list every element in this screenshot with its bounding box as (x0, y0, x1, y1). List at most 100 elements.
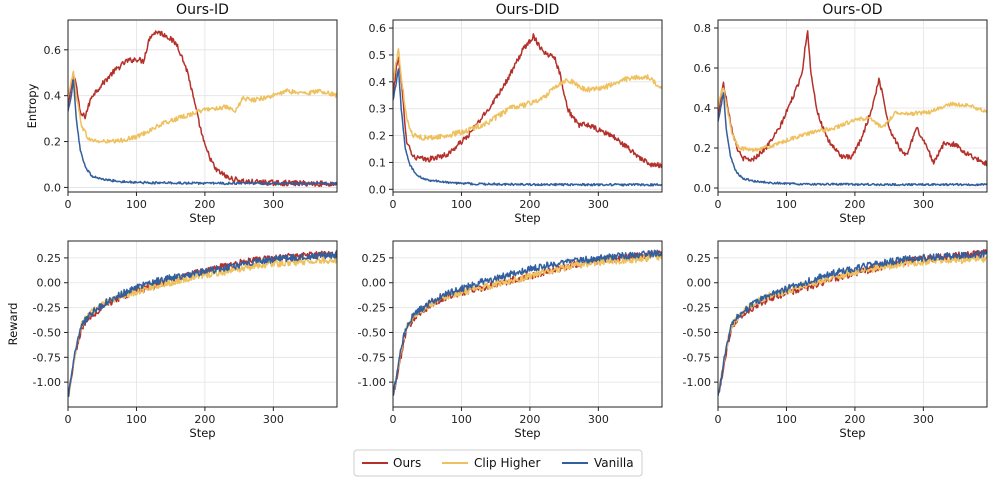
x-tick-label: 100 (126, 198, 147, 211)
panel-reward-ours-id: 0 100 200 300 0.25 0.00 -0.25 -0.50 -0.75 -1.00 St… (6, 240, 338, 440)
y-tick-label: 0.6 (44, 44, 62, 57)
series-line-clip-higher (393, 252, 662, 397)
x-tick-label: 300 (263, 198, 284, 211)
y-tick-label: 0.1 (369, 156, 387, 169)
x-tick-label: 300 (588, 413, 609, 426)
panel-entropy-ours-did: 0 100 200 300 0.0 0.1 0.2 0.3 0.4 0.5 0.6 Step Ours-… (369, 2, 663, 225)
y-tick-label: -1.00 (683, 376, 711, 389)
y-tick-label: -0.50 (33, 326, 61, 339)
series-line-clip-higher (718, 255, 987, 396)
x-tick-label: 0 (390, 413, 397, 426)
x-tick-label: 200 (519, 198, 540, 211)
series-line-clip-higher (718, 87, 987, 153)
series-group (393, 249, 662, 397)
x-tick-label: 0 (65, 198, 72, 211)
y-tick-label: 0.00 (687, 277, 712, 290)
series-line-clip-higher (68, 256, 337, 397)
series-line-vanilla (718, 250, 987, 396)
x-tick-label: 300 (263, 413, 284, 426)
x-tick-label: 100 (776, 413, 797, 426)
panel-entropy-ours-id: 0 100 200 300 0.0 0.2 0.4 0.6 Step Ours-ID Entropy (25, 2, 338, 225)
y-axis-label: Reward (6, 303, 20, 346)
axes-frame (67, 240, 338, 408)
x-tick-label: 100 (776, 198, 797, 211)
y-tick-label: 0.0 (694, 182, 712, 195)
x-tick-label: 300 (913, 198, 934, 211)
y-tick-label: 0.8 (694, 22, 712, 35)
x-tick-label: 100 (451, 413, 472, 426)
y-tick-label: -1.00 (33, 376, 61, 389)
y-tick-label: -0.25 (33, 302, 61, 315)
series-line-ours (718, 30, 987, 167)
y-tick-label: 0.25 (37, 252, 62, 265)
y-tick-label: -0.25 (683, 302, 711, 315)
y-tick-label: 0.2 (44, 136, 62, 149)
y-tick-label: 0.4 (44, 90, 62, 103)
x-tick-label: 200 (844, 198, 865, 211)
panel-title: Ours-OD (822, 2, 882, 18)
legend-label-vanilla: Vanilla (594, 456, 634, 470)
axes-frame (392, 19, 663, 193)
y-tick-label: -0.25 (358, 302, 386, 315)
x-tick-label: 200 (194, 413, 215, 426)
series-line-clip-higher (393, 48, 662, 141)
x-tick-label: 200 (844, 413, 865, 426)
y-tick-label: -0.50 (683, 326, 711, 339)
series-group (718, 30, 987, 187)
y-tick-label: 0.4 (694, 102, 712, 115)
x-tick-label: 200 (194, 198, 215, 211)
y-tick-label: 0.2 (694, 142, 712, 155)
x-axis-label: Step (189, 426, 215, 440)
panel-title: Ours-ID (176, 2, 229, 18)
series-line-vanilla (393, 249, 662, 396)
x-tick-label: 100 (126, 413, 147, 426)
y-tick-label: 0.2 (369, 130, 387, 143)
x-axis-label: Step (839, 426, 865, 440)
x-tick-label: 0 (715, 198, 722, 211)
y-tick-label: -1.00 (358, 376, 386, 389)
x-axis-label: Step (514, 211, 540, 225)
y-tick-label: -0.50 (358, 326, 386, 339)
x-axis-label: Step (189, 211, 215, 225)
panel-reward-ours-od: 0 100 200 300 0.25 0.00 -0.25 -0.50 -0.75 -1.00 St… (683, 240, 988, 440)
series-line-ours (68, 30, 337, 188)
series-group (68, 249, 337, 397)
y-tick-label: 0.0 (44, 181, 62, 194)
series-line-vanilla (68, 251, 337, 397)
axes-frame (717, 240, 988, 408)
legend-box (353, 449, 643, 477)
axes-frame (717, 19, 988, 193)
series-line-vanilla (68, 79, 337, 186)
series-line-clip-higher (68, 70, 337, 144)
x-axis-label: Step (514, 426, 540, 440)
x-tick-label: 300 (588, 198, 609, 211)
y-axis-label: Entropy (25, 83, 39, 128)
series-line-ours (393, 33, 662, 169)
panel-title: Ours-DID (496, 2, 560, 18)
legend-label-clip-higher: Clip Higher (474, 456, 540, 470)
y-tick-label: 0.0 (369, 183, 387, 196)
y-tick-label: 0.6 (369, 22, 387, 35)
y-tick-label: 0.6 (694, 62, 712, 75)
series-group (393, 33, 662, 187)
series-group (68, 30, 337, 188)
axes-frame (392, 240, 663, 408)
y-tick-label: -0.75 (358, 351, 386, 364)
legend: Ours Clip Higher Vanilla (353, 449, 643, 477)
x-tick-label: 0 (715, 413, 722, 426)
y-tick-label: 0.4 (369, 76, 387, 89)
x-tick-label: 200 (519, 413, 540, 426)
series-group (718, 249, 987, 396)
y-tick-label: 0.3 (369, 103, 387, 116)
series-line-vanilla (718, 92, 987, 187)
x-tick-label: 0 (65, 413, 72, 426)
x-tick-label: 300 (913, 413, 934, 426)
y-tick-label: 0.25 (687, 252, 712, 265)
legend-label-ours: Ours (393, 456, 421, 470)
y-tick-label: -0.75 (683, 351, 711, 364)
series-line-vanilla (393, 68, 662, 187)
y-tick-label: 0.00 (37, 277, 62, 290)
y-tick-label: -0.75 (33, 351, 61, 364)
y-tick-label: 0.25 (362, 252, 387, 265)
